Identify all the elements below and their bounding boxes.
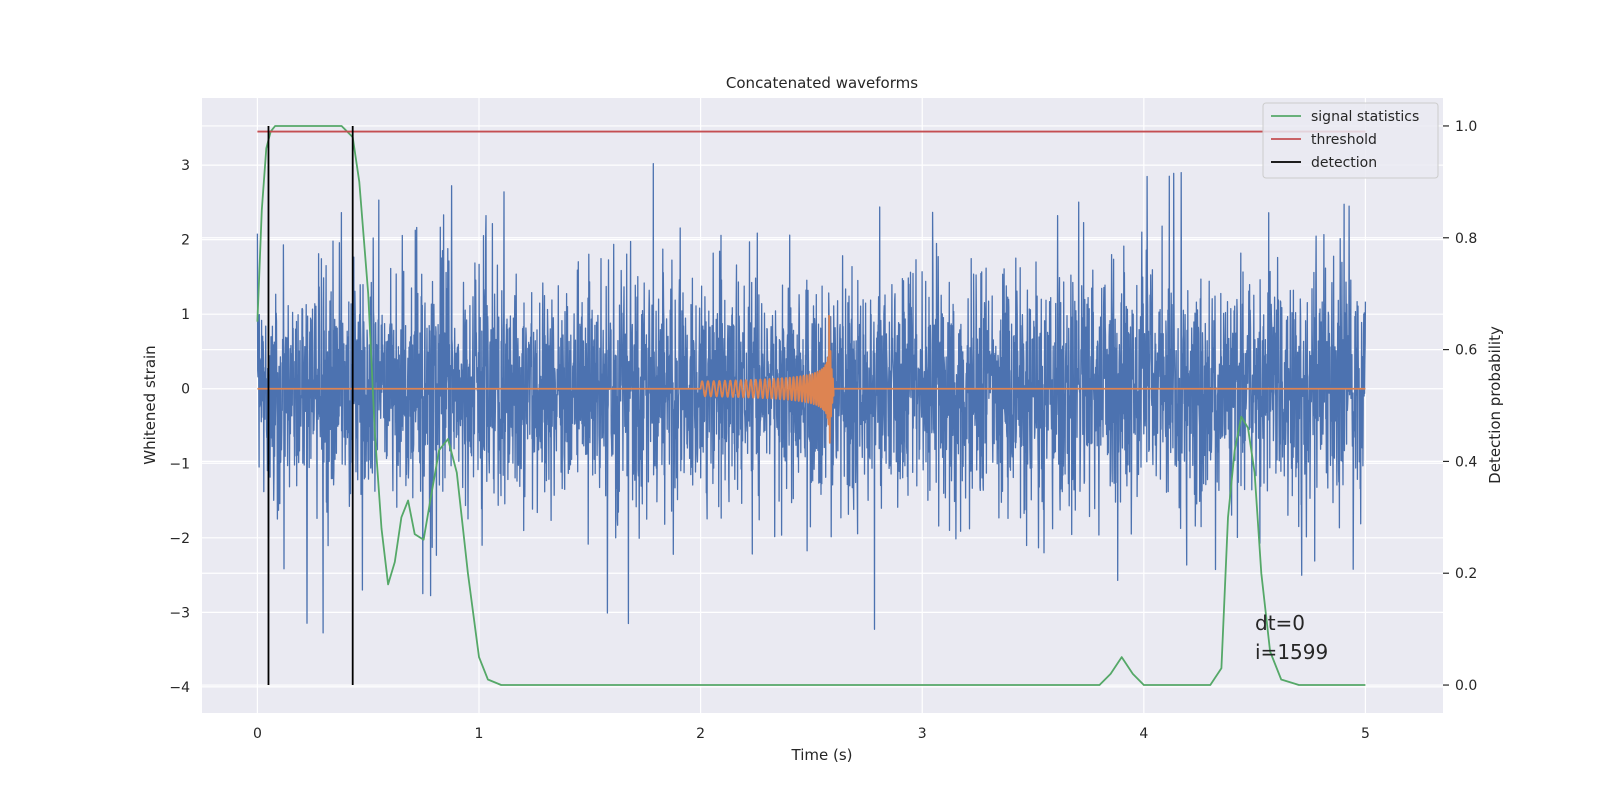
y-tick-label: −2 (169, 531, 190, 547)
y-tick-label: 0 (181, 382, 190, 398)
template-series (257, 314, 1366, 444)
chart-title: Concatenated waveforms (726, 74, 918, 92)
y-tick-label: −4 (169, 680, 190, 696)
annotation-index: i=1599 (1255, 640, 1328, 664)
strain-series (256, 163, 1367, 634)
legend-label-threshold: threshold (1311, 132, 1377, 148)
y2-axis-ticks: 0.0 0.2 0.4 0.6 0.8 1.0 (1443, 119, 1477, 694)
y-tick-label: 1 (181, 307, 190, 323)
signal-statistics-series (256, 125, 1366, 686)
x-tick-label: 2 (696, 726, 705, 742)
x-tick-label: 0 (253, 726, 262, 742)
x-tick-label: 3 (918, 726, 927, 742)
y2-tick-label: 0.8 (1455, 231, 1477, 247)
y-axis-label: Whitened strain (141, 345, 159, 464)
x-tick-label: 5 (1361, 726, 1370, 742)
y-tick-label: 3 (181, 158, 190, 174)
signal-statistics-line (256, 125, 1366, 686)
y-axis-ticks: −4 −3 −2 −1 0 1 2 3 (169, 158, 190, 696)
y2-tick-label: 0.2 (1455, 566, 1477, 582)
legend-label-detection: detection (1311, 155, 1377, 171)
x-axis-ticks: 0 1 2 3 4 5 (253, 726, 1370, 742)
y-tick-label: −1 (169, 456, 190, 472)
y2-tick-label: 0.6 (1455, 343, 1477, 359)
legend-box (1262, 102, 1439, 179)
detection-series (267, 125, 354, 686)
y2-tick-label: 0.4 (1455, 454, 1477, 470)
y2-axis-label: Detection probability (1486, 326, 1504, 484)
y2-tick-label: 0.0 (1455, 678, 1477, 694)
y-tick-label: 2 (181, 233, 190, 249)
legend: signal statistics threshold detection (1262, 102, 1439, 179)
annotation-dt: dt=0 (1255, 611, 1305, 635)
x-tick-label: 4 (1139, 726, 1148, 742)
x-axis-label: Time (s) (791, 746, 853, 764)
legend-label-signal-statistics: signal statistics (1311, 109, 1419, 125)
y2-tick-label: 1.0 (1455, 119, 1477, 135)
y-tick-label: −3 (169, 605, 190, 621)
template-line (257, 314, 1366, 444)
strain-line (256, 163, 1367, 634)
x-tick-label: 1 (475, 726, 484, 742)
